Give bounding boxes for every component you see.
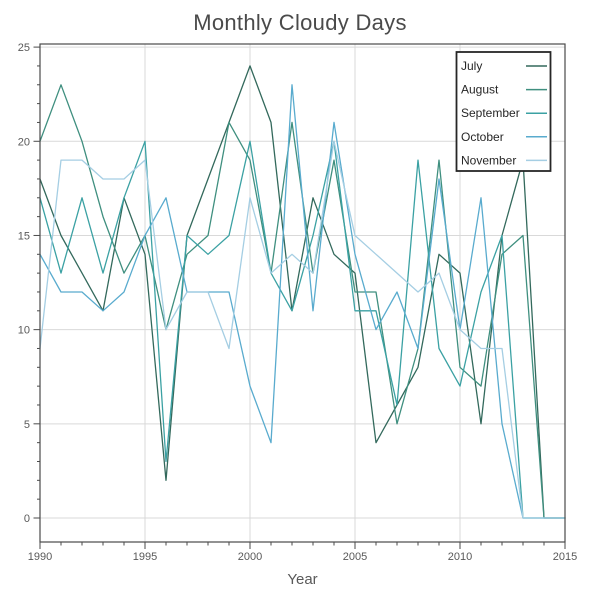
legend-label-july: July: [461, 59, 482, 73]
legend-label-november: November: [461, 153, 516, 167]
legend-label-august: August: [461, 83, 499, 97]
series-line-november: [39, 140, 566, 519]
legend-label-october: October: [461, 130, 504, 144]
x-tick-label: 1995: [133, 551, 157, 563]
chart-title: Monthly Cloudy Days: [193, 10, 407, 35]
y-tick-label: 5: [24, 419, 30, 431]
x-tick-label: 2015: [553, 551, 577, 563]
y-tick-label: 25: [18, 42, 30, 54]
x-tick-label: 1990: [28, 551, 52, 563]
x-tick-label: 2010: [448, 551, 472, 563]
series-line-october: [39, 84, 566, 519]
x-tick-label: 2000: [238, 551, 262, 563]
y-tick-label: 15: [18, 230, 30, 242]
y-tick-label: 20: [18, 136, 30, 148]
y-tick-label: 10: [18, 325, 30, 337]
series-line-september: [39, 140, 566, 519]
x-tick-label: 2005: [343, 551, 367, 563]
x-axis-label: Year: [287, 571, 317, 588]
legend-label-september: September: [461, 106, 520, 120]
legend-box: [455, 51, 552, 172]
y-tick-label: 0: [24, 513, 30, 525]
series-line-july: [39, 65, 566, 519]
plot-frame: [39, 43, 566, 543]
